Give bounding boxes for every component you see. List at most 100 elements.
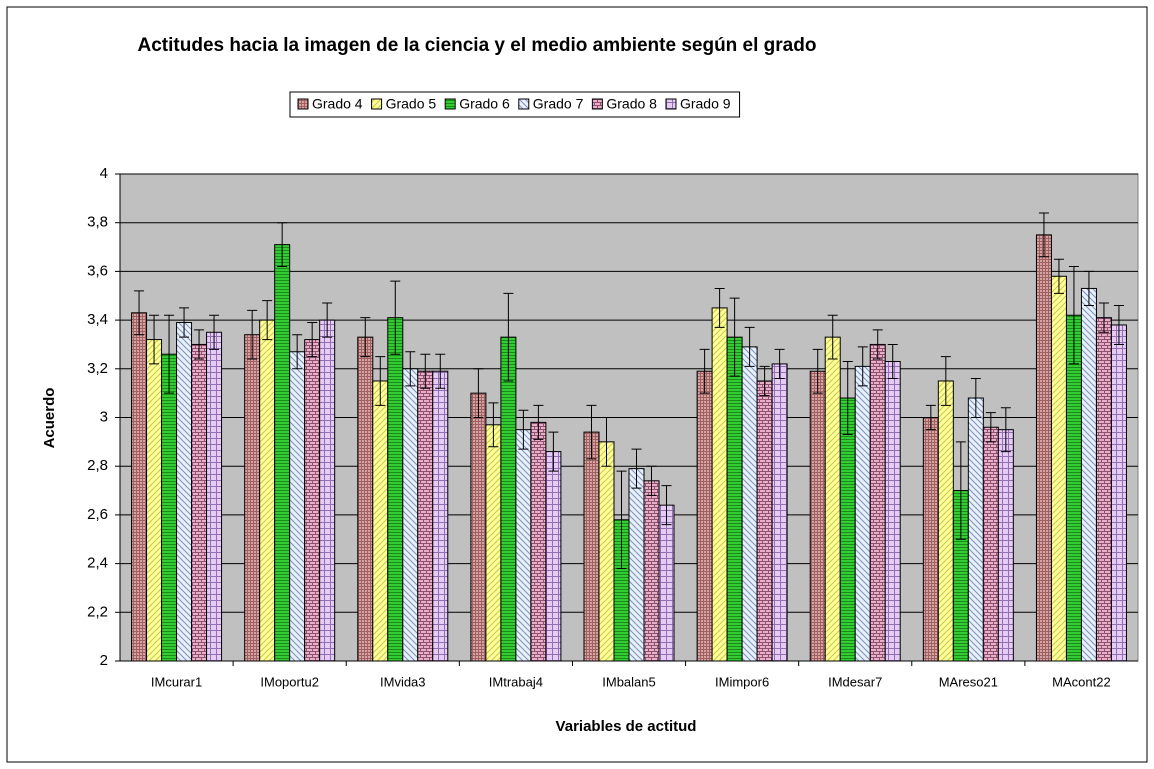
legend-swatch bbox=[591, 98, 603, 110]
legend-swatch bbox=[444, 98, 456, 110]
error-bar bbox=[601, 417, 612, 467]
bar bbox=[402, 368, 419, 662]
x-tick-label: MAcont22 bbox=[1052, 674, 1111, 689]
bar bbox=[515, 429, 532, 662]
error-bar bbox=[548, 431, 559, 472]
y-tick-label: 2,8 bbox=[87, 457, 108, 474]
x-tick-label: IMdesar7 bbox=[828, 674, 882, 689]
error-bar bbox=[1038, 212, 1049, 258]
error-bar bbox=[375, 356, 386, 406]
error-bar bbox=[209, 314, 220, 350]
error-bar bbox=[247, 309, 258, 360]
bar bbox=[583, 431, 600, 662]
y-tick-label: 3,2 bbox=[87, 360, 108, 377]
bar bbox=[982, 426, 999, 662]
x-tick-label: MAreso21 bbox=[939, 674, 998, 689]
error-bar bbox=[729, 297, 740, 377]
bar bbox=[161, 353, 178, 662]
bar bbox=[824, 336, 841, 662]
bar bbox=[967, 397, 984, 662]
y-tick-label: 2,2 bbox=[87, 603, 108, 620]
bar bbox=[854, 365, 871, 662]
bar bbox=[244, 334, 261, 662]
y-tick-label: 2,4 bbox=[87, 555, 108, 572]
bar bbox=[628, 468, 645, 662]
error-bar bbox=[1000, 407, 1011, 453]
bar bbox=[191, 343, 208, 662]
error-bar bbox=[646, 465, 657, 496]
error-bar bbox=[586, 404, 597, 460]
error-bar bbox=[774, 348, 785, 380]
bar bbox=[997, 429, 1014, 662]
legend-label: Grado 7 bbox=[533, 96, 584, 112]
bar bbox=[470, 392, 487, 662]
bar bbox=[357, 336, 374, 662]
error-bar bbox=[759, 365, 770, 397]
error-bar bbox=[164, 314, 175, 394]
error-bar bbox=[631, 448, 642, 489]
bar bbox=[937, 380, 954, 662]
bar bbox=[1035, 234, 1052, 662]
bar bbox=[711, 307, 728, 662]
y-tick-label: 3,6 bbox=[87, 262, 108, 279]
bar bbox=[839, 397, 856, 662]
error-bar bbox=[1053, 258, 1064, 294]
error-bar bbox=[307, 322, 318, 358]
error-bar bbox=[360, 317, 371, 358]
error-bar bbox=[1068, 266, 1079, 365]
error-bar bbox=[194, 329, 205, 360]
bar bbox=[500, 336, 517, 662]
bar bbox=[1080, 287, 1097, 662]
chart-title: Actitudes hacia la imagen de la ciencia … bbox=[138, 35, 817, 56]
bar bbox=[530, 421, 547, 662]
bar bbox=[274, 244, 291, 662]
bar bbox=[658, 504, 675, 662]
error-bar bbox=[970, 378, 981, 418]
y-tick-label: 3,4 bbox=[87, 311, 108, 328]
bar bbox=[598, 441, 615, 662]
bar bbox=[545, 451, 562, 662]
legend-label: Grado 6 bbox=[459, 96, 510, 112]
error-bar bbox=[1083, 270, 1094, 306]
y-tick-label: 3 bbox=[100, 408, 108, 425]
bar bbox=[372, 380, 389, 662]
x-tick-label: IMvida3 bbox=[380, 674, 426, 689]
error-bar bbox=[857, 346, 868, 387]
bar bbox=[259, 319, 276, 662]
bar bbox=[206, 331, 223, 662]
bar bbox=[1095, 317, 1112, 662]
error-bar bbox=[390, 280, 401, 355]
error-bar bbox=[661, 485, 672, 526]
x-tick-label: IMoportu2 bbox=[260, 674, 319, 689]
error-bar bbox=[827, 314, 838, 360]
error-bar bbox=[699, 348, 710, 394]
bar bbox=[1110, 324, 1127, 662]
x-axis-title: Variables de actitud bbox=[556, 718, 697, 735]
x-tick-label: IMtrabaj4 bbox=[489, 674, 543, 689]
y-tick-label: 3,8 bbox=[87, 214, 108, 231]
error-bar bbox=[925, 404, 936, 431]
error-bar bbox=[1098, 302, 1109, 333]
error-bar bbox=[488, 402, 499, 448]
legend-label: Grado 5 bbox=[386, 96, 437, 112]
bar bbox=[756, 380, 773, 662]
x-tick-label: IMcurar1 bbox=[151, 674, 202, 689]
y-tick-label: 2,6 bbox=[87, 506, 108, 523]
x-tick-label: IMbalan5 bbox=[602, 674, 655, 689]
bar bbox=[643, 480, 660, 662]
error-bar bbox=[405, 351, 416, 387]
legend-swatch bbox=[297, 98, 309, 110]
y-tick-label: 2 bbox=[100, 652, 108, 669]
y-tick-label: 4 bbox=[100, 165, 108, 182]
bar bbox=[417, 370, 434, 662]
bar bbox=[319, 319, 336, 662]
error-bar bbox=[714, 287, 725, 328]
bar bbox=[432, 370, 449, 662]
bar bbox=[146, 339, 163, 662]
error-bar bbox=[887, 343, 898, 380]
error-bar bbox=[533, 404, 544, 440]
legend: Grado 4 Grado 5 Grado 6 Grado 7 Grado 8 Grado… bbox=[289, 91, 741, 118]
error-bar bbox=[812, 348, 823, 394]
legend-swatch bbox=[371, 98, 383, 110]
